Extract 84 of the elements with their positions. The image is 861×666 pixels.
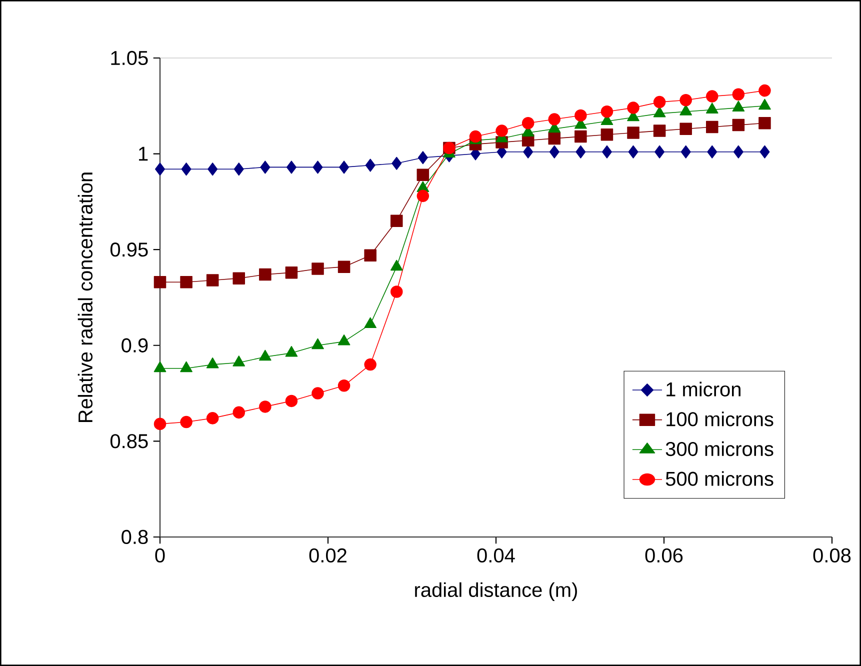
point	[416, 168, 430, 181]
point	[758, 84, 771, 97]
point	[155, 162, 165, 176]
point	[680, 145, 691, 158]
y-axis-title: Relative radial concentration	[78, 172, 93, 422]
point	[574, 109, 587, 122]
point	[706, 90, 718, 102]
legend-label: 1 micron	[666, 382, 740, 396]
point	[680, 94, 692, 106]
point	[259, 268, 272, 281]
point	[418, 151, 428, 164]
point	[364, 249, 376, 262]
point	[732, 88, 745, 101]
point	[469, 130, 482, 143]
point	[602, 145, 612, 158]
point	[364, 317, 377, 328]
point	[364, 358, 376, 371]
point	[338, 260, 350, 273]
point	[339, 160, 350, 174]
x-tick-label: 0.06	[645, 548, 683, 563]
point	[206, 274, 219, 286]
point	[285, 266, 298, 279]
point	[600, 106, 614, 118]
point	[392, 156, 402, 170]
point	[390, 286, 403, 298]
legend-label: 500 microns	[666, 471, 774, 486]
y-tick-label: 0.9	[122, 338, 148, 352]
point	[232, 272, 246, 284]
point	[576, 145, 586, 158]
point	[654, 145, 665, 158]
y-tick-label: 1	[139, 146, 148, 161]
point	[574, 130, 587, 143]
x-tick-label: 0	[155, 548, 165, 563]
point	[365, 158, 376, 172]
point	[732, 100, 745, 112]
x-axis-title: radial distance (m)	[415, 582, 577, 601]
point	[600, 128, 614, 141]
point	[180, 416, 192, 428]
point	[653, 124, 666, 137]
point	[653, 96, 666, 108]
x-tick-label: 0.08	[813, 548, 851, 563]
y-tick-label: 0.85	[110, 434, 148, 448]
point	[338, 379, 350, 392]
point	[180, 276, 192, 288]
point	[548, 113, 561, 126]
point	[707, 145, 718, 158]
point	[523, 145, 534, 158]
y-tick-label: 1.05	[111, 50, 148, 66]
point	[549, 145, 560, 158]
point	[154, 418, 166, 430]
point	[312, 387, 324, 400]
point	[627, 102, 640, 114]
point	[260, 160, 270, 174]
point	[154, 276, 166, 288]
legend-label: 100 microns	[666, 412, 774, 426]
y-tick-label: 0.95	[110, 242, 148, 257]
point	[286, 160, 296, 174]
point	[496, 124, 508, 137]
y-tick-label: 0.8	[122, 530, 148, 544]
point	[548, 132, 561, 145]
point	[206, 412, 219, 424]
x-tick-label: 0.02	[309, 548, 346, 563]
point	[416, 190, 430, 202]
point	[208, 162, 218, 176]
point	[234, 162, 244, 176]
x-tick-label: 0.04	[477, 548, 515, 563]
point	[390, 214, 403, 227]
point	[758, 117, 771, 130]
point	[181, 162, 192, 176]
point	[259, 400, 272, 413]
point	[522, 117, 534, 130]
point	[390, 260, 403, 271]
point	[312, 262, 324, 275]
point	[627, 126, 640, 139]
point	[760, 145, 770, 158]
point	[706, 120, 718, 134]
point	[285, 394, 298, 408]
legend-label: 300 microns	[666, 441, 774, 456]
point	[232, 406, 246, 419]
point	[312, 160, 323, 174]
point	[680, 122, 692, 136]
point	[733, 145, 744, 158]
point	[628, 145, 638, 158]
point	[732, 118, 745, 132]
